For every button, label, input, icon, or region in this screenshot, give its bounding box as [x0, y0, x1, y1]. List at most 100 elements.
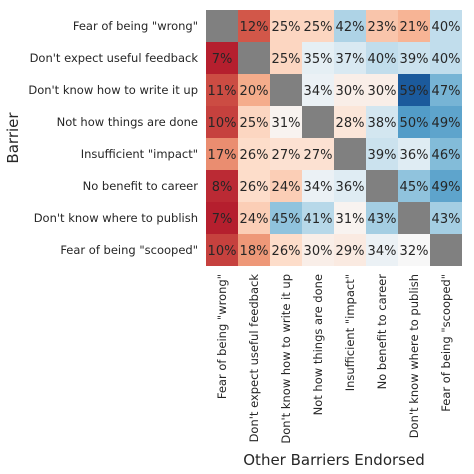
heatmap-cell [430, 138, 462, 170]
heatmap-cell-label: 37% [336, 52, 365, 67]
heatmap-cell-label: 32% [400, 244, 429, 259]
heatmap-cell [334, 74, 366, 106]
column-tick-label: Don't expect useful feedback [247, 274, 261, 443]
heatmap-cell [366, 106, 398, 138]
heatmap-cell [238, 202, 270, 234]
heatmap-cell-label: 39% [400, 52, 429, 67]
heatmap-cell-label: 26% [272, 244, 301, 259]
heatmap-cell [238, 234, 270, 266]
heatmap-cell-label: 27% [272, 148, 301, 163]
heatmap-cell-label: 42% [336, 20, 365, 35]
row-tick-label: Don't know where to publish [34, 211, 198, 225]
heatmap-cell-label: 34% [368, 244, 397, 259]
heatmap-diagonal-cell [334, 138, 366, 170]
heatmap-cell [302, 74, 334, 106]
heatmap-cell [430, 74, 462, 106]
heatmap-cell [366, 42, 398, 74]
heatmap-cell-label: 50% [400, 116, 429, 131]
heatmap-cell-label: 26% [240, 180, 269, 195]
y-axis-label: Barrier [4, 112, 22, 164]
heatmap-cell [334, 42, 366, 74]
heatmap-cell-label: 17% [208, 148, 237, 163]
heatmap-cell [238, 170, 270, 202]
heatmap-cell [238, 10, 270, 42]
heatmap-cell [430, 106, 462, 138]
heatmap-cell-label: 59% [400, 84, 429, 99]
heatmap-cell [366, 234, 398, 266]
heatmap-cell [206, 170, 238, 202]
heatmap-cell [302, 170, 334, 202]
heatmap-cell [302, 234, 334, 266]
heatmap-cell-label: 18% [240, 244, 269, 259]
heatmap-cell [398, 74, 430, 106]
heatmap-cell-label: 12% [240, 20, 269, 35]
heatmap-cell [398, 106, 430, 138]
heatmap-diagonal-cell [430, 234, 462, 266]
heatmap-cell [430, 170, 462, 202]
heatmap-cell [270, 202, 302, 234]
heatmap-cell-label: 27% [304, 148, 333, 163]
heatmap-cell [302, 10, 334, 42]
heatmap-cell [302, 202, 334, 234]
heatmap-cell-label: 26% [240, 148, 269, 163]
heatmap-cell [302, 138, 334, 170]
heatmap-cell [206, 202, 238, 234]
column-tick-labels: Fear of being "wrong" Don't expect useful… [215, 274, 453, 444]
row-tick-label: Not how things are done [57, 115, 198, 129]
heatmap-cell [430, 202, 462, 234]
heatmap-cell-label: 21% [400, 20, 429, 35]
row-tick-label: Don't know how to write it up [28, 83, 198, 97]
heatmap-cell [334, 106, 366, 138]
heatmap-diagonal-cell [366, 170, 398, 202]
heatmap-cell-label: 28% [336, 116, 365, 131]
heatmap-diagonal-cell [206, 10, 238, 42]
heatmap-cell-label: 20% [240, 84, 269, 99]
heatmap-cell-label: 46% [432, 148, 461, 163]
heatmap-cell-label: 36% [336, 180, 365, 195]
column-tick-label: Insufficient "impact" [343, 274, 357, 391]
heatmap-diagonal-cell [398, 202, 430, 234]
heatmap-cell [270, 42, 302, 74]
heatmap-cell-label: 40% [368, 52, 397, 67]
heatmap-cell-label: 31% [272, 116, 301, 131]
heatmap-cell-label: 11% [208, 84, 237, 99]
heatmap-cell-label: 34% [304, 84, 333, 99]
row-tick-label: Fear of being "scooped" [60, 243, 198, 257]
heatmap-cell [430, 42, 462, 74]
heatmap-cell-label: 39% [368, 148, 397, 163]
heatmap-diagonal-cell [270, 74, 302, 106]
heatmap-cell [206, 234, 238, 266]
heatmap-cell-label: 30% [336, 84, 365, 99]
heatmap-cell [366, 74, 398, 106]
heatmap-cell-label: 43% [368, 212, 397, 227]
heatmap-cell [334, 234, 366, 266]
row-tick-label: No benefit to career [83, 179, 199, 193]
heatmap-cell-label: 30% [368, 84, 397, 99]
heatmap-cell-label: 45% [272, 212, 301, 227]
heatmap-cell-label: 29% [336, 244, 365, 259]
heatmap-cell [270, 10, 302, 42]
heatmap-cell [238, 138, 270, 170]
heatmap-cell [270, 106, 302, 138]
column-tick-label: Not how things are done [311, 274, 325, 415]
heatmap-cell [206, 106, 238, 138]
heatmap-cell-label: 23% [368, 20, 397, 35]
heatmap-cell-label: 7% [212, 52, 233, 67]
heatmap-cell [366, 202, 398, 234]
heatmap-cell-label: 7% [212, 212, 233, 227]
column-tick-label: Don't know how to write it up [279, 274, 293, 444]
heatmap-cell-label: 10% [208, 244, 237, 259]
heatmap-cell [206, 42, 238, 74]
heatmap-cell [270, 138, 302, 170]
heatmap-cell [398, 42, 430, 74]
heatmap-cell-label: 45% [400, 180, 429, 195]
heatmap-cell-label: 10% [208, 116, 237, 131]
row-tick-label: Insufficient "impact" [81, 147, 198, 161]
row-tick-label: Fear of being "wrong" [73, 19, 198, 33]
heatmap-cell [334, 202, 366, 234]
heatmap-cell-label: 31% [336, 212, 365, 227]
heatmap-cell [270, 234, 302, 266]
heatmap-cells [206, 10, 462, 266]
heatmap-cell-label: 40% [432, 52, 461, 67]
